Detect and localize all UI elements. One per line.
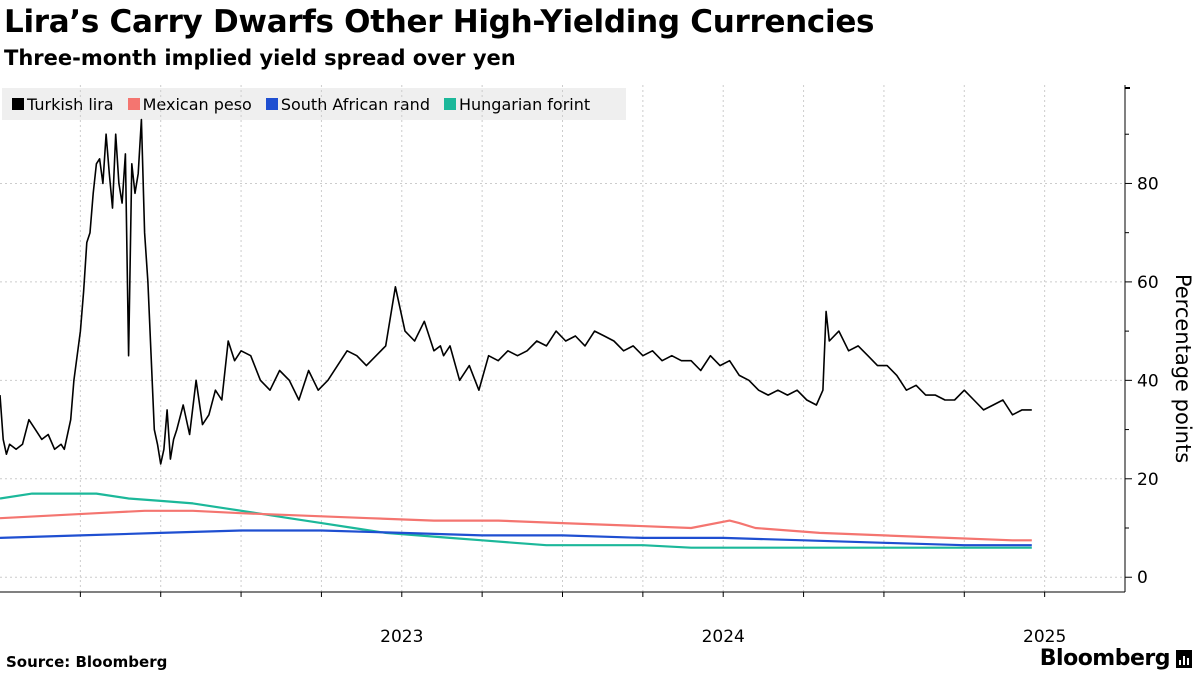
legend-swatch-mexican-peso (127, 98, 140, 110)
legend-swatch-south-african-rand (265, 98, 278, 110)
source-note: Source: Bloomberg (6, 653, 168, 671)
y-tick-label: 60 (1137, 273, 1159, 293)
y-tick-label: 40 (1137, 371, 1159, 391)
chart-subtitle: Three-month implied yield spread over ye… (4, 46, 516, 70)
legend-label-south-african-rand: South African rand (280, 94, 430, 114)
bloomberg-logo: Bloomberg (1040, 646, 1192, 671)
series-line-hungarian-forint (0, 492, 1032, 549)
y-tick-label: 0 (1137, 568, 1148, 588)
legend-label-mexican-peso: Mexican peso (142, 94, 252, 114)
y-axis-label: Percentage points (1171, 274, 1195, 463)
chart-title: Lira’s Carry Dwarfs Other High-Yielding … (4, 4, 875, 40)
x-tick-label: 2024 (702, 627, 745, 647)
legend-label-turkish-lira: Turkish lira (27, 94, 114, 114)
legend-label-hungarian-forint: Hungarian forint (458, 94, 591, 114)
series-line-mexican-peso (0, 509, 1032, 542)
legend-item-turkish-lira: Turkish lira (12, 95, 114, 114)
y-tick-label: 20 (1137, 470, 1159, 490)
x-tick-label: 2023 (380, 627, 423, 647)
y-tick-label: 80 (1137, 174, 1159, 194)
bloomberg-terminal-icon (1176, 649, 1192, 668)
legend-item-hungarian-forint: Hungarian forint (443, 94, 591, 114)
legend-item-south-african-rand: South African rand (265, 94, 430, 114)
series-line-south-african-rand (0, 529, 1032, 547)
series-line-turkish-lira (0, 118, 1032, 465)
brand-name: Bloomberg (1039, 646, 1171, 671)
legend-swatch-turkish-lira (12, 98, 24, 110)
chart-legend: Turkish lira Mexican peso South African … (2, 88, 626, 120)
legend-swatch-hungarian-forint (443, 98, 456, 110)
x-tick-label: 2025 (1023, 627, 1066, 647)
legend-item-mexican-peso: Mexican peso (127, 94, 252, 114)
